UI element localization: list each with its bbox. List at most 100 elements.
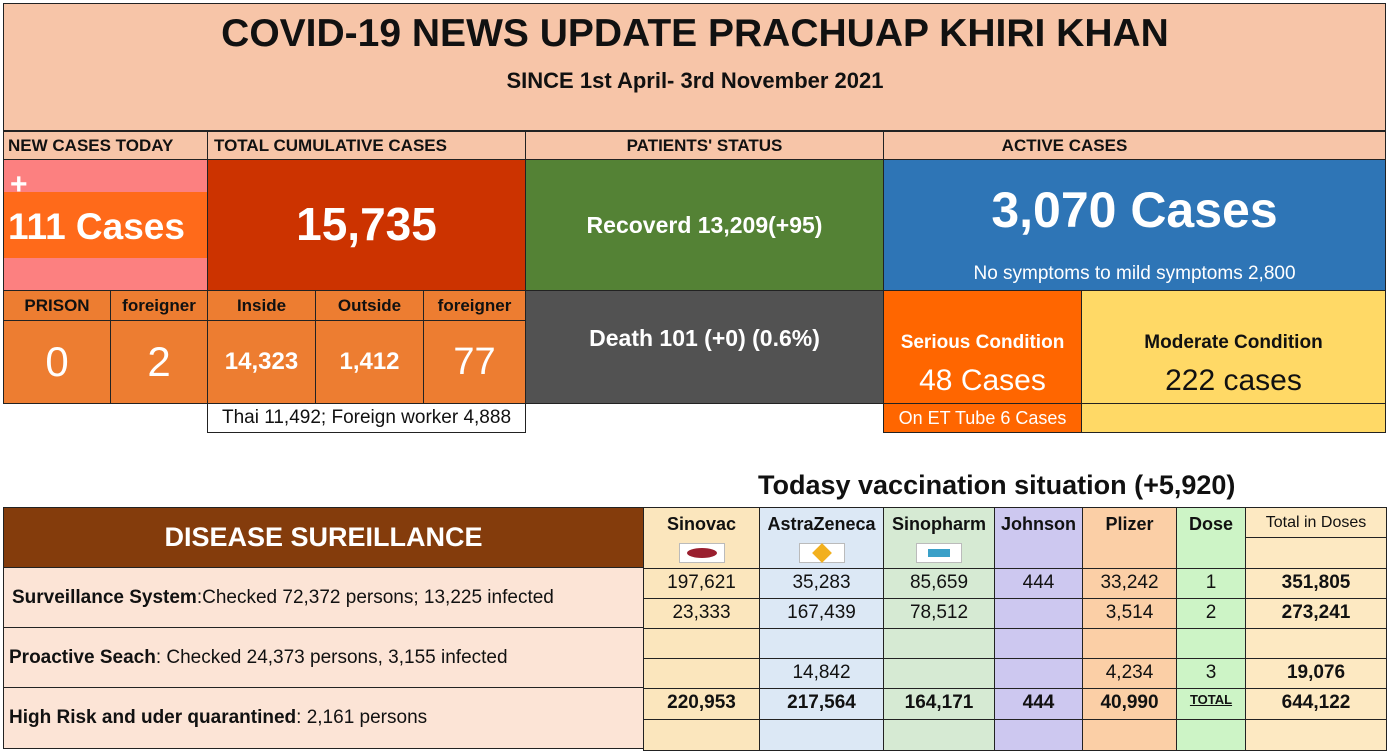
vax-header-label: Sinopharm <box>891 514 986 534</box>
foreigner2-value: 77 <box>423 320 526 404</box>
prison-value: 0 <box>3 320 111 404</box>
vax-header-total: Total in Doses <box>1245 507 1387 538</box>
vax-cell-total: 273,241 <box>1245 598 1387 629</box>
new-cases-header: NEW CASES TODAY <box>3 131 208 160</box>
sinovac-logo-icon <box>678 543 725 563</box>
vax-header-astrazeneca: AstraZeneca <box>759 507 884 569</box>
new-cases-value: 111 Cases <box>8 206 185 247</box>
vax-cell-total <box>1245 719 1387 751</box>
vax-cell-dose: TOTAL <box>1176 688 1246 720</box>
surveillance-system-label: Surveillance System <box>12 586 197 608</box>
inside-label: Inside <box>207 290 316 321</box>
vax-header-johnson: Johnson <box>994 507 1083 569</box>
serious-condition-box <box>883 290 1082 404</box>
inside-value: 14,323 <box>207 320 316 404</box>
surveillance-system-row: Surveillance System :Checked 72,372 pers… <box>3 567 644 628</box>
vax-cell-sinopharm: 85,659 <box>883 568 995 599</box>
vax-cell-pfizer: 3,514 <box>1082 598 1177 629</box>
vax-header-label: AstraZeneca <box>767 514 876 534</box>
title-banner <box>3 3 1386 131</box>
vax-cell-sinovac <box>643 658 760 689</box>
vax-cell-dose: 3 <box>1176 658 1246 689</box>
vax-cell-total <box>1245 628 1387 659</box>
high-risk-text: : 2,161 persons <box>296 707 428 728</box>
foreigner-label: foreigner <box>110 290 208 321</box>
vax-header-label: Dose <box>1188 514 1233 534</box>
moderate-condition-value: 222 cases <box>1165 364 1302 397</box>
high-risk-label: High Risk and uder quarantined <box>9 707 297 728</box>
vax-header-label: Total in Doses <box>1265 514 1367 531</box>
et-tube-text: On ET Tube 6 Cases <box>883 403 1082 433</box>
vax-cell-pfizer: 33,242 <box>1082 568 1177 599</box>
vax-cell-pfizer <box>1082 628 1177 659</box>
active-cases-box <box>883 159 1386 291</box>
vaccination-title: Todasy vaccination situation (+5,920) <box>758 470 1236 500</box>
vax-cell-pfizer <box>1082 719 1177 751</box>
vax-cell-johnson <box>994 598 1083 629</box>
vax-header-sinopharm: Sinopharm <box>883 507 995 569</box>
vax-cell-sinopharm <box>883 719 995 751</box>
astrazeneca-logo-icon <box>798 543 845 563</box>
vaccination-table: Sinovac 197,621 23,333 220,953 AstraZeneca 35… <box>643 507 1387 751</box>
moderate-condition-label: Moderate Condition <box>1144 332 1323 353</box>
vax-header-pfizer: Plizer <box>1082 507 1177 569</box>
vax-header-total-spacer <box>1245 537 1387 569</box>
proactive-search-label: Proactive Seach <box>9 646 156 668</box>
vax-cell-sinopharm: 164,171 <box>883 688 995 720</box>
vax-cell-astrazeneca: 167,439 <box>759 598 884 629</box>
recovered-value: Recoverd 13,209(+95) <box>525 159 884 291</box>
vax-cell-pfizer: 40,990 <box>1082 688 1177 720</box>
vax-header-label: Sinovac <box>666 514 737 534</box>
vax-cell-dose <box>1176 628 1246 659</box>
proactive-search-text: : Checked 24,373 persons, 3,155 infected <box>155 646 508 668</box>
vax-cell-johnson <box>994 658 1083 689</box>
vax-cell-total: 644,122 <box>1245 688 1387 720</box>
serious-condition-value: 48 Cases <box>919 364 1046 397</box>
active-cases-header: ACTIVE CASES <box>883 131 1386 160</box>
vax-cell-sinovac: 220,953 <box>643 688 760 720</box>
serious-condition-label: Serious Condition <box>900 332 1065 353</box>
vax-cell-dose: 1 <box>1176 568 1246 599</box>
vax-cell-astrazeneca: 35,283 <box>759 568 884 599</box>
vax-header-label: Johnson <box>1001 514 1076 534</box>
surveillance-header: DISEASE SUREILLANCE <box>3 507 644 568</box>
vax-cell-sinopharm: 78,512 <box>883 598 995 629</box>
vax-cell-sinovac: 23,333 <box>643 598 760 629</box>
et-tube-spacer <box>1081 403 1386 433</box>
death-value: Death 101 (+0) (0.6%) <box>525 290 884 404</box>
vax-header-sinovac: Sinovac <box>643 507 760 569</box>
mild-symptoms-text: No symptoms to mild symptoms 2,800 <box>973 263 1296 284</box>
sinopharm-logo-icon <box>916 543 962 563</box>
page-title: COVID-19 NEWS UPDATE PRACHUAP KHIRI KHAN <box>221 12 1169 55</box>
vax-header-label: Plizer <box>1105 514 1154 534</box>
vax-cell-sinovac: 197,621 <box>643 568 760 599</box>
vax-cell-johnson: 444 <box>994 568 1083 599</box>
vax-cell-astrazeneca <box>759 719 884 751</box>
vax-cell-pfizer: 4,234 <box>1082 658 1177 689</box>
vax-cell-dose <box>1176 719 1246 751</box>
vax-cell-dose: 2 <box>1176 598 1246 629</box>
vax-cell-johnson <box>994 628 1083 659</box>
vax-cell-astrazeneca: 14,842 <box>759 658 884 689</box>
surveillance-system-text: :Checked 72,372 persons; 13,225 infected <box>196 586 554 608</box>
patients-status-header: PATIENTS' STATUS <box>525 131 884 160</box>
prison-label: PRISON <box>3 290 111 321</box>
vax-cell-astrazeneca <box>759 628 884 659</box>
vax-header-dose: Dose <box>1176 507 1246 569</box>
vax-cell-sinovac <box>643 719 760 751</box>
thai-foreign-note: Thai 11,492; Foreign worker 4,888 <box>207 403 526 433</box>
total-cases-header: TOTAL CUMULATIVE CASES <box>207 131 526 160</box>
vax-cell-total: 19,076 <box>1245 658 1387 689</box>
vax-cell-johnson: 444 <box>994 688 1083 720</box>
proactive-search-row: Proactive Seach: Checked 24,373 persons,… <box>3 627 644 688</box>
new-cases-band <box>4 192 207 258</box>
vax-cell-sinopharm <box>883 658 995 689</box>
active-cases-value: 3,070 Cases <box>991 182 1278 238</box>
vax-cell-sinovac <box>643 628 760 659</box>
vax-cell-astrazeneca: 217,564 <box>759 688 884 720</box>
outside-label: Outside <box>315 290 424 321</box>
vax-cell-sinopharm <box>883 628 995 659</box>
vax-cell-total: 351,805 <box>1245 568 1387 599</box>
outside-value: 1,412 <box>315 320 424 404</box>
foreigner-value: 2 <box>110 320 208 404</box>
